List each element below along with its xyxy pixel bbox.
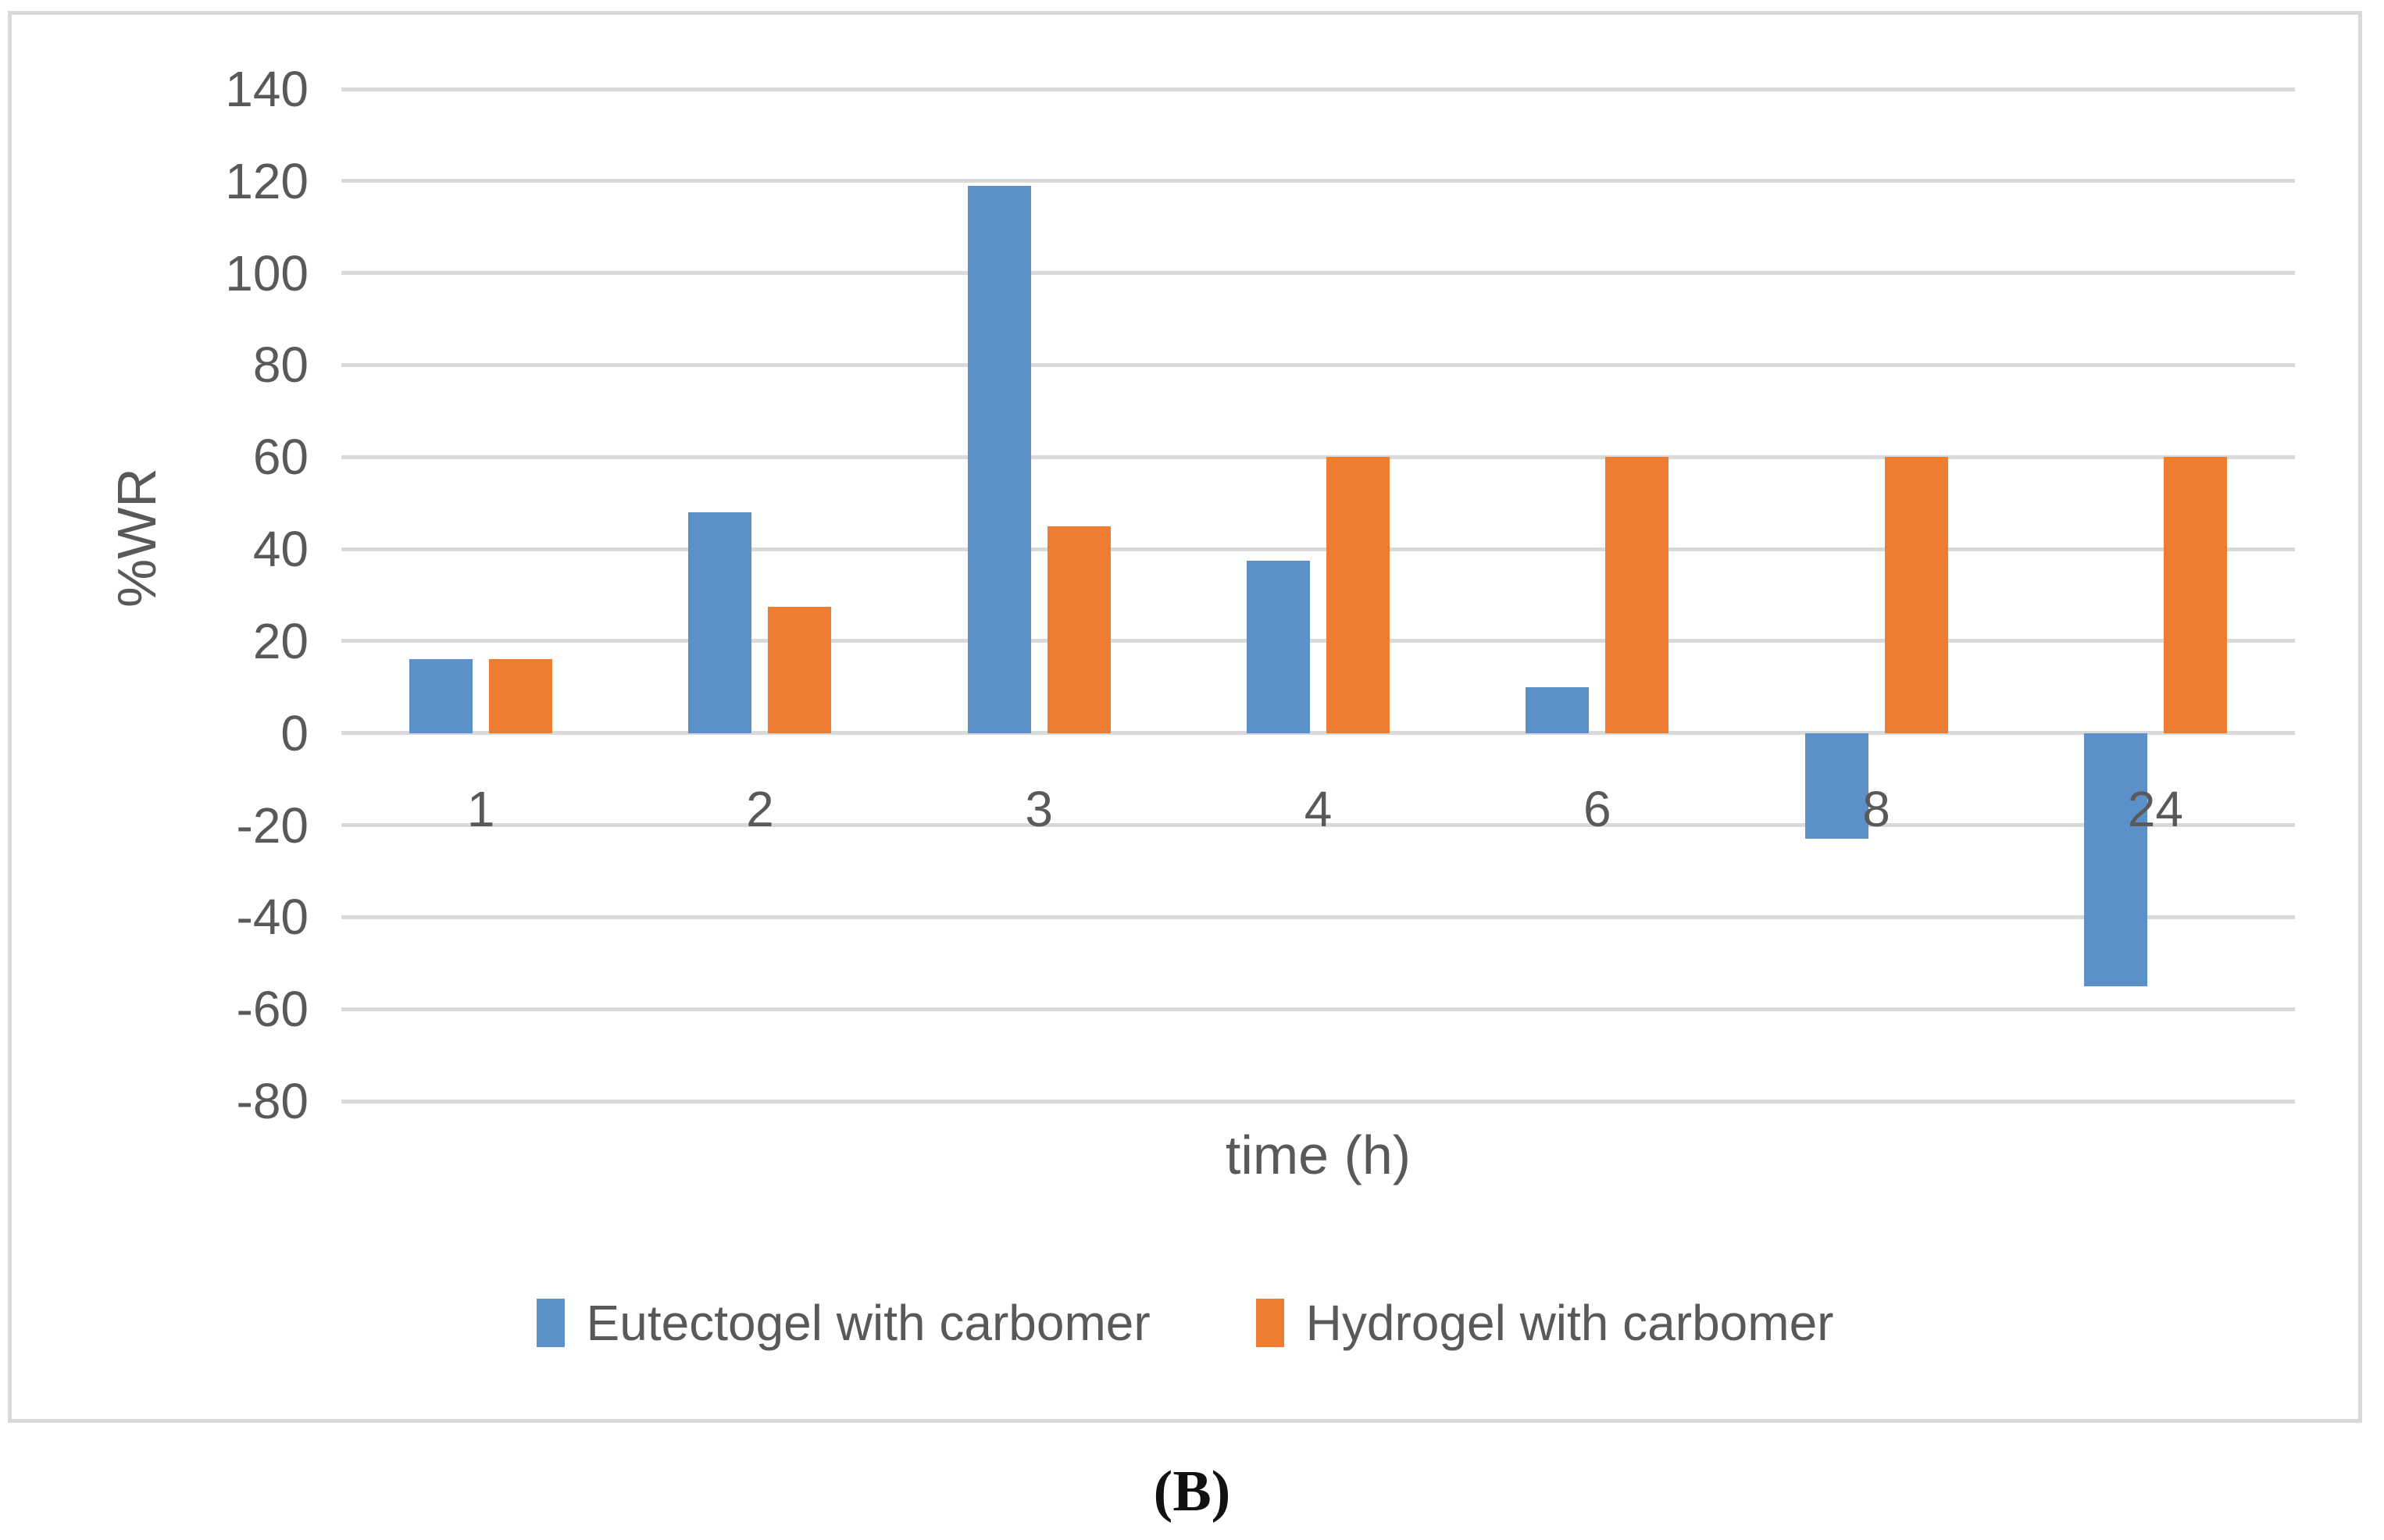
x-tick-label: 2 [746, 780, 774, 837]
y-tick-label: -20 [236, 797, 309, 854]
y-axis-tick-labels: 140 120 100 80 60 40 20 0 -20 -40 -60 -80 [12, 61, 309, 1129]
y-tick-label: 40 [252, 521, 309, 578]
bar-group-24: 24 [2016, 89, 2295, 1101]
bar [2083, 733, 2147, 986]
y-tick-label: 60 [252, 429, 309, 486]
plot-area: 1 2 3 4 6 8 24 [341, 87, 2295, 1103]
bar-group-8: 8 [1736, 89, 2015, 1101]
x-tick-label: 4 [1304, 780, 1333, 837]
bar [967, 185, 1031, 733]
bar [1047, 526, 1111, 733]
gridline-140 [341, 87, 2295, 91]
bar [1526, 686, 1590, 733]
legend-swatch [1255, 1299, 1284, 1347]
x-axis-title: time (h) [1225, 1125, 1411, 1185]
x-tick-label: 1 [466, 780, 495, 837]
y-tick-label: -60 [236, 981, 309, 1038]
bar [2163, 457, 2227, 733]
gridline-120 [341, 179, 2295, 184]
bar [688, 512, 752, 733]
bar [1884, 457, 1948, 733]
y-tick-label: 80 [252, 337, 309, 394]
legend-entry: Eutectogel with carbomer [536, 1294, 1151, 1352]
legend-label: Eutectogel with carbomer [586, 1295, 1151, 1351]
gridline--20 [341, 823, 2295, 828]
y-tick-label: 100 [225, 244, 309, 301]
bar [489, 659, 553, 733]
bar-group-4: 4 [1179, 89, 1458, 1101]
bar [768, 606, 832, 733]
gridline-0 [341, 731, 2295, 736]
y-tick-label: 20 [252, 612, 309, 669]
legend-label: Hydrogel with carbomer [1305, 1295, 1834, 1351]
y-tick-label: 140 [225, 61, 309, 117]
gridline-80 [341, 362, 2295, 367]
gridline--80 [341, 1099, 2295, 1103]
bar [1605, 457, 1669, 733]
y-axis-title: %WR [106, 468, 167, 608]
gridline-20 [341, 639, 2295, 643]
y-tick-label: -80 [236, 1073, 309, 1129]
y-tick-label: 120 [225, 152, 309, 209]
figure-caption: (B) [1153, 1460, 1231, 1524]
x-tick-label: 8 [1862, 780, 1890, 837]
legend: Eutectogel with carbomer Hydrogel with ca… [12, 1294, 2358, 1352]
bar [409, 659, 473, 733]
x-tick-label: 24 [2127, 780, 2183, 837]
legend-entry: Hydrogel with carbomer [1255, 1294, 1834, 1352]
bar-group-2: 2 [620, 89, 899, 1101]
gridline-100 [341, 271, 2295, 276]
bar-group-1: 1 [341, 89, 620, 1101]
bar [1246, 560, 1310, 733]
bar-group-3: 3 [900, 89, 1179, 1101]
x-tick-label: 3 [1025, 780, 1053, 837]
x-tick-label: 6 [1583, 780, 1611, 837]
gridline--60 [341, 1007, 2295, 1011]
legend-swatch [536, 1299, 565, 1347]
bar [1326, 457, 1390, 733]
gridline--40 [341, 914, 2295, 919]
chart-figure: 1 2 3 4 6 8 24 140 120 100 80 60 40 20 0 -20 -40 -60 -80 … [8, 11, 2362, 1423]
y-tick-label: -40 [236, 889, 309, 946]
y-tick-label: 0 [280, 704, 309, 761]
gridline-60 [341, 455, 2295, 459]
bar [1804, 733, 1868, 840]
gridline-40 [341, 547, 2295, 551]
bar-group-6: 6 [1458, 89, 1736, 1101]
